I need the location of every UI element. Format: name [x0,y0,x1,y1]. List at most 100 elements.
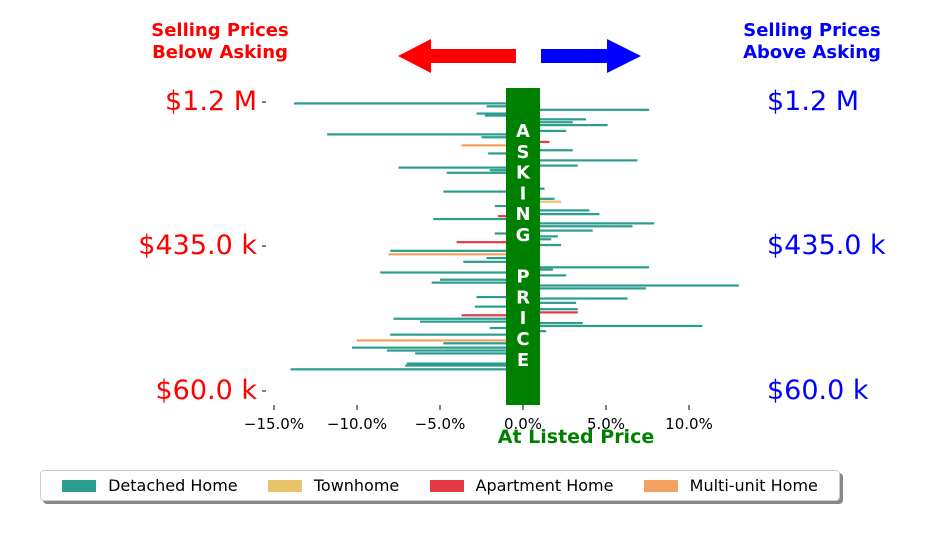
y-label-left-bottom: $60.0 k [155,375,257,406]
bar-37 [390,249,523,252]
x-tick-label-0: −15.0% [244,415,304,433]
bar-25 [523,209,590,212]
y-tick-marks [262,101,266,392]
bar-47 [523,284,739,287]
bar-67 [415,352,523,355]
bar-1 [486,105,523,108]
bar-12 [461,144,523,147]
bar-65 [352,346,523,349]
bar-62 [390,333,523,336]
bar-26 [523,213,600,216]
y-label-right-bottom: $60.0 k [767,375,869,406]
bar-16 [523,164,578,167]
bar-23 [523,200,562,203]
legend-label-townhome: Townhome [313,476,400,495]
x-axis-label: At Listed Price [497,426,655,448]
asking-letter-8: R [516,287,530,308]
bar-45 [440,278,523,281]
legend-item-multiunit: Multi-unit Home [643,476,818,495]
legend-item-detached: Detached Home [62,476,238,495]
x-tick-label-1: −10.0% [327,415,387,433]
direction-arrows [398,39,641,73]
asking-letter-1: S [517,142,530,163]
y-label-right-top: $1.2 M [767,86,859,117]
bar-13 [523,149,573,152]
bar-59 [523,324,703,328]
y-label-left-top: $1.2 M [165,86,257,117]
bar-55 [461,314,523,317]
bar-44 [523,274,567,277]
bar-28 [433,217,523,221]
bar-54 [523,311,578,314]
legend-swatch-detached [62,479,97,492]
y-label-right-mid: $435.0 k [767,230,886,261]
legend-swatch-multiunit [643,479,678,492]
y-label-left-mid: $435.0 k [138,230,257,261]
legend-swatch-townhome [267,479,302,492]
asking-letter-9: I [520,308,527,329]
bar-31 [523,229,593,232]
bar-40 [463,260,523,263]
bar-4 [484,114,523,117]
x-axis: −15.0% −10.0% −5.0% 0.0% 5.0% 10.0% [244,405,713,433]
right-arrow-icon [541,39,641,73]
bar-43 [380,271,523,274]
bar-63 [357,339,523,342]
x-tick-label-3: 0.0% [504,415,542,433]
asking-letter-4: N [515,204,530,225]
below-asking-header: Selling Prices Below Asking [151,20,289,63]
asking-letter-3: I [520,183,527,204]
legend-label-multiunit: Multi-unit Home [689,476,818,495]
bar-64 [443,342,523,345]
bar-17 [398,166,523,169]
asking-letter-2: K [516,163,531,184]
bar-46 [431,281,523,284]
bar-7 [523,124,608,127]
x-tick-label-4: 5.0% [587,415,625,433]
bar-15 [523,159,638,162]
bar-58 [523,321,583,325]
bar-19 [446,171,523,174]
bar-48 [523,287,646,290]
bar-50 [476,295,523,299]
bar-32 [523,235,558,238]
bar-57 [420,320,523,323]
bar-5 [523,118,587,121]
bar-68 [406,362,523,365]
left-arrow-icon [398,39,516,73]
bar-38 [388,253,523,256]
asking-price-column [506,88,540,405]
bar-53 [523,308,578,311]
asking-letter-10: C [516,329,529,350]
legend-label-detached: Detached Home [108,476,238,495]
bar-10 [481,136,523,139]
bar-29 [523,222,655,225]
bar-56 [393,317,523,320]
x-tick-label-2: −5.0% [415,415,466,433]
bar-70 [290,368,523,371]
bar-39 [486,256,523,260]
bar-30 [523,225,633,228]
bar-6 [523,121,573,124]
bar-36 [523,243,562,247]
bar-49 [523,297,628,300]
bar-9 [327,133,523,136]
bar-66 [386,349,523,352]
legend-item-apartment: Apartment Home [429,476,614,495]
bar-35 [456,241,523,244]
above-asking-header: Selling Prices Above Asking [743,20,881,63]
bar-0 [293,102,523,105]
bar-21 [443,190,523,193]
bar-2 [523,108,650,111]
bar-14 [488,152,523,155]
legend-item-townhome: Townhome [267,476,400,495]
asking-letter-7: P [516,267,529,288]
asking-letter-0: A [516,121,530,142]
asking-letter-11: E [517,350,529,371]
bar-8 [523,129,567,132]
bar-41 [523,266,650,269]
bar-69 [405,364,523,367]
legend-label-apartment: Apartment Home [475,476,614,495]
